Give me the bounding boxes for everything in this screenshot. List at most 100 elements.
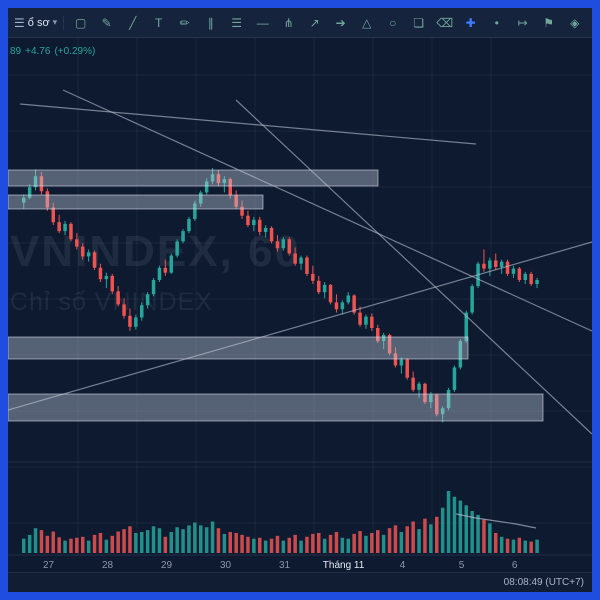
volume-bar xyxy=(529,541,533,553)
volume-bar xyxy=(204,527,209,553)
price-change-pct: (+0.29%) xyxy=(54,46,96,57)
candle-body xyxy=(399,359,404,366)
volume-bar xyxy=(33,528,38,553)
candle-body xyxy=(204,181,209,193)
volume-bar xyxy=(51,531,55,553)
volume-ma-line xyxy=(455,513,537,529)
support-zone-1[interactable] xyxy=(8,336,469,360)
volume-bar xyxy=(334,532,339,553)
candle-body xyxy=(317,280,321,293)
volume-bar xyxy=(134,532,138,553)
volume-bar xyxy=(98,532,103,553)
candle-body xyxy=(193,203,197,219)
resistance-zone-1[interactable] xyxy=(8,169,379,187)
candle-body xyxy=(482,263,486,269)
candle-body xyxy=(157,267,162,280)
candle-body xyxy=(446,389,451,409)
pitchfork-tool-icon[interactable]: ⋔ xyxy=(283,15,294,30)
text-tool-icon[interactable]: T xyxy=(155,15,163,30)
candle-body xyxy=(27,187,32,198)
candle-body xyxy=(98,267,103,280)
volume-bar xyxy=(181,529,185,553)
volume-bar xyxy=(210,521,215,553)
candle-body xyxy=(169,255,173,273)
candle-body xyxy=(499,261,504,267)
volume-bar xyxy=(187,525,191,553)
volume-bar xyxy=(399,532,404,553)
descending-trendline-1[interactable] xyxy=(62,89,592,332)
volume-bar xyxy=(151,526,156,553)
crosshair-tool-icon[interactable]: ✚ xyxy=(465,15,476,30)
candle-body xyxy=(269,227,274,242)
candle-body xyxy=(175,241,179,256)
volume-bar xyxy=(128,526,132,553)
candle-body xyxy=(435,394,439,415)
volume-bar xyxy=(145,530,150,553)
triangle-tool-icon[interactable]: △ xyxy=(362,15,372,30)
candle-body xyxy=(381,334,386,342)
candle-body xyxy=(370,316,374,329)
ellipse-tool-icon[interactable]: ○ xyxy=(389,15,397,30)
candle-body xyxy=(228,179,232,196)
time-axis-label: 6 xyxy=(512,560,518,571)
callout-tool-icon[interactable]: ❏ xyxy=(413,15,425,30)
ascending-trendline[interactable] xyxy=(8,241,592,411)
layout-selector[interactable]: ☰ ổ sơ ▾ xyxy=(12,15,65,30)
price-change: +4.76 xyxy=(25,46,51,57)
volume-bar xyxy=(228,532,232,553)
candle-body xyxy=(417,383,421,390)
arrow-marker-tool-icon[interactable]: ➔ xyxy=(335,15,346,30)
volume-bar xyxy=(340,537,345,553)
candle-body xyxy=(216,174,221,184)
volume-bar xyxy=(75,537,79,553)
volume-bar xyxy=(263,540,268,553)
selection-tool-icon[interactable]: ▢ xyxy=(75,15,87,30)
volume-bar xyxy=(287,537,291,553)
volume-bar xyxy=(535,539,539,553)
parallel-channel-tool-icon[interactable]: ∥ xyxy=(207,15,214,30)
volume-bar xyxy=(275,535,280,553)
ray-tool-icon[interactable]: ↦ xyxy=(517,15,528,30)
pen-tool-icon[interactable]: ✎ xyxy=(101,15,112,30)
volume-bar xyxy=(81,536,85,553)
candle-body xyxy=(411,377,415,390)
price-note-tool-icon[interactable]: ◈ xyxy=(570,15,580,30)
volume-bar xyxy=(216,528,221,553)
volume-bar xyxy=(417,529,421,553)
candle-body xyxy=(293,253,297,264)
server-clock[interactable]: 08:08:49 (UTC+7) xyxy=(503,577,584,588)
horizontal-ray-tool-icon[interactable]: ― xyxy=(256,15,269,30)
toolbar-icons: ▢ ✎ ╱ T ✏ ∥ ☰ ― ⋔ ↗ ➔ △ ○ ❏ ⌫ ✚ • ↦ ⚑ ◈ xyxy=(64,10,587,36)
candle-body xyxy=(505,261,510,274)
volume-bar xyxy=(258,537,262,553)
volume-bar xyxy=(122,529,126,553)
candle-body xyxy=(104,275,109,280)
eraser-tool-icon[interactable]: ⌫ xyxy=(436,15,454,30)
layout-label: ổ sơ xyxy=(27,16,50,29)
hamburger-menu-icon[interactable]: ☰ xyxy=(14,15,25,30)
candle-body xyxy=(452,367,457,390)
time-axis-label: 27 xyxy=(43,560,55,571)
descending-trendline-3[interactable] xyxy=(235,99,592,435)
resistance-zone-2[interactable] xyxy=(8,194,264,210)
chart-area: VNINDEX, 60 Chỉ số VNINDEX 89 +4.76 (+0.29… xyxy=(8,38,592,572)
arrow-tool-icon[interactable]: ↗ xyxy=(309,15,320,30)
candle-body xyxy=(511,268,516,274)
dot-tool-icon[interactable]: • xyxy=(494,15,499,30)
trendline-tool-icon[interactable]: ╱ xyxy=(129,15,137,30)
trendlines-layer xyxy=(8,89,592,435)
volume-bar xyxy=(458,500,463,553)
time-axis[interactable]: 27 28 29 30 31 Tháng 11 4 5 6 xyxy=(43,560,518,571)
fib-retracement-tool-icon[interactable]: ☰ xyxy=(231,15,243,30)
volume-bar xyxy=(464,505,468,553)
candlestick-chart[interactable]: 27 28 29 30 31 Tháng 11 4 5 6 xyxy=(8,38,592,572)
support-zone-2[interactable] xyxy=(8,393,544,422)
descending-trendline-2[interactable] xyxy=(19,103,477,145)
candle-body xyxy=(240,206,244,216)
flag-tool-icon[interactable]: ⚑ xyxy=(543,15,555,30)
brush-tool-icon[interactable]: ✏ xyxy=(179,15,190,30)
volume-bar xyxy=(446,491,451,553)
candle-body xyxy=(275,241,280,249)
volume-bar xyxy=(364,535,368,553)
